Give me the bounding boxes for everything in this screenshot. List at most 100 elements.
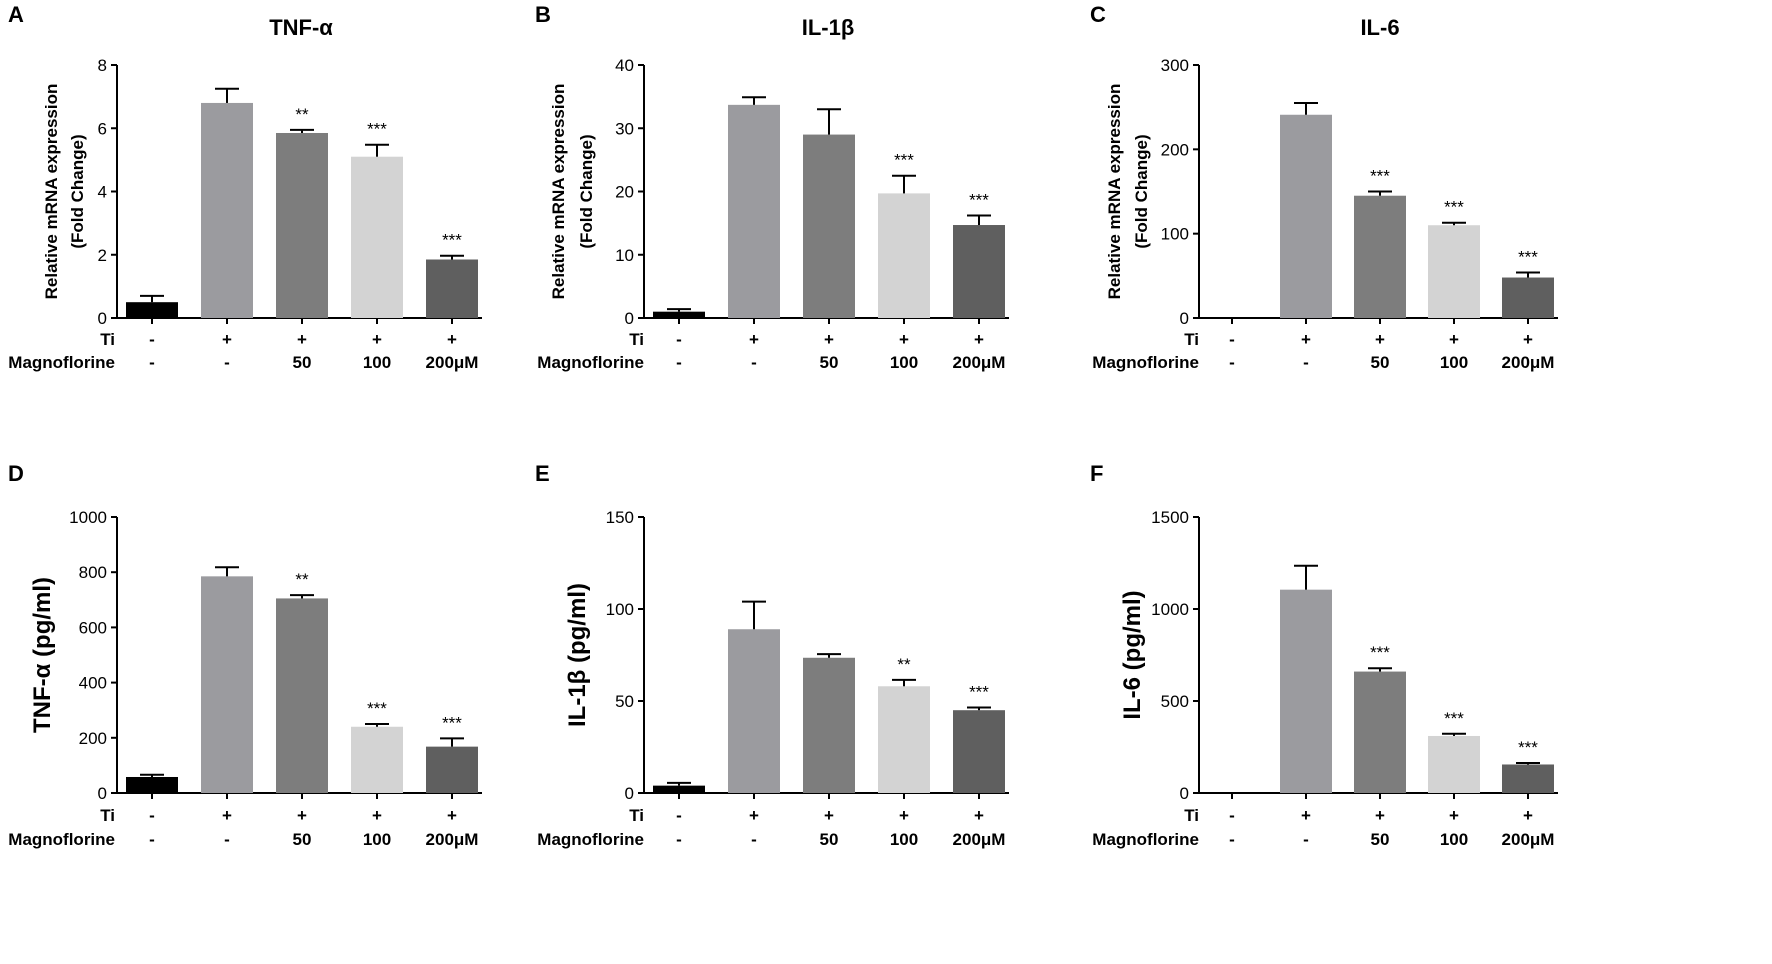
magnoflorine-dose: - [1303,830,1309,849]
magnoflorine-row-label: Magnoflorine [537,830,644,849]
y-tick-label: 300 [1161,56,1189,75]
magnoflorine-dose: 200μM [953,353,1006,372]
magnoflorine-dose: - [1229,353,1235,372]
bar [653,785,705,793]
magnoflorine-dose: - [751,353,757,372]
y-tick-label: 100 [606,600,634,619]
ti-condition: + [1301,806,1311,825]
magnoflorine-dose: 200μM [1502,353,1555,372]
panel-letter: B [535,2,551,27]
panel-title: IL-1β [802,15,855,40]
bar [426,746,478,793]
ti-condition: + [1449,806,1459,825]
y-axis-label: (Fold Change) [577,134,596,248]
ti-condition: - [676,330,682,349]
bar [276,132,328,318]
magnoflorine-dose: - [751,830,757,849]
panel-d: D TNF-α (pg/ml) 0 200 400 600 800 1000 - - + - ** +50… [8,461,482,849]
ti-condition: + [1301,330,1311,349]
ti-condition: + [1523,806,1533,825]
magnoflorine-row-label: Magnoflorine [8,353,115,372]
magnoflorine-dose: 50 [820,353,839,372]
significance-marker: ** [295,105,309,124]
y-tick-label: 30 [615,119,634,138]
ti-condition: + [447,330,457,349]
y-axis-label: Relative mRNA expression [549,84,568,300]
significance-marker: *** [1518,247,1538,266]
y-tick-label: 0 [625,309,634,328]
ti-row-label: Ti [629,330,644,349]
panel-letter: D [8,461,24,486]
ti-condition: + [222,806,232,825]
y-tick-label: 0 [1180,784,1189,803]
y-tick-label: 1000 [1151,600,1189,619]
ti-condition: + [824,806,834,825]
ti-row-label: Ti [1184,806,1199,825]
ti-condition: + [297,330,307,349]
significance-marker: *** [367,120,387,139]
magnoflorine-dose: 100 [890,353,918,372]
ti-condition: + [974,806,984,825]
y-axis-label: (Fold Change) [68,134,87,248]
panel-e: E IL-1β (pg/ml) 0 50 100 150 - - + - +50 ** +100 *** +… [535,461,1009,849]
y-tick-label: 1500 [1151,508,1189,527]
y-tick-label: 8 [98,56,107,75]
bar [803,134,855,318]
panel-letter: A [8,2,24,27]
bar [1280,589,1332,793]
magnoflorine-dose: - [676,353,682,372]
significance-marker: *** [1518,738,1538,757]
magnoflorine-row-label: Magnoflorine [537,353,644,372]
bar [126,776,178,793]
significance-marker: *** [1370,643,1390,662]
panel-title: TNF-α [269,15,333,40]
y-axis-label: IL-1β (pg/ml) [564,583,591,727]
y-tick-label: 800 [79,563,107,582]
bar [728,629,780,793]
bar [1428,735,1480,793]
bar [1502,764,1554,793]
ti-condition: + [372,806,382,825]
ti-condition: + [1523,330,1533,349]
ti-condition: + [749,330,759,349]
panel-a: A TNF-α Relative mRNA expression (Fold Chan… [8,2,482,372]
bar [1280,114,1332,318]
magnoflorine-dose: 200μM [953,830,1006,849]
panel-letter: C [1090,2,1106,27]
magnoflorine-dose: 100 [890,830,918,849]
y-tick-label: 4 [98,183,107,202]
magnoflorine-dose: 50 [820,830,839,849]
panel-c: C IL-6 Relative mRNA expression (Fold Chang… [1090,2,1558,372]
significance-marker: ** [295,570,309,589]
y-tick-label: 10 [615,246,634,265]
panel-b: B IL-1β Relative mRNA expression (Fold Chan… [535,2,1009,372]
bar [126,302,178,318]
y-tick-label: 0 [1180,309,1189,328]
y-axis-label: IL-6 (pg/ml) [1119,590,1146,719]
significance-marker: *** [442,231,462,250]
ti-condition: + [974,330,984,349]
bar [201,102,253,318]
significance-marker: *** [1444,709,1464,728]
y-tick-label: 100 [1161,225,1189,244]
bar [201,576,253,793]
magnoflorine-dose: - [149,353,155,372]
ti-condition: + [899,330,909,349]
significance-marker: *** [969,682,989,701]
ti-condition: + [447,806,457,825]
bar [1428,225,1480,318]
magnoflorine-dose: - [1229,830,1235,849]
y-tick-label: 2 [98,246,107,265]
bar [426,259,478,318]
magnoflorine-dose: 100 [1440,830,1468,849]
ti-row-label: Ti [100,330,115,349]
ti-condition: - [1229,806,1235,825]
ti-row-label: Ti [629,806,644,825]
magnoflorine-dose: - [676,830,682,849]
panel-letter: F [1090,461,1103,486]
bar [878,686,930,793]
panel-f: F IL-6 (pg/ml) 0 500 1000 1500 - - + - *** +50 *** +1… [1090,461,1558,849]
ti-condition: + [372,330,382,349]
ti-condition: - [149,330,155,349]
